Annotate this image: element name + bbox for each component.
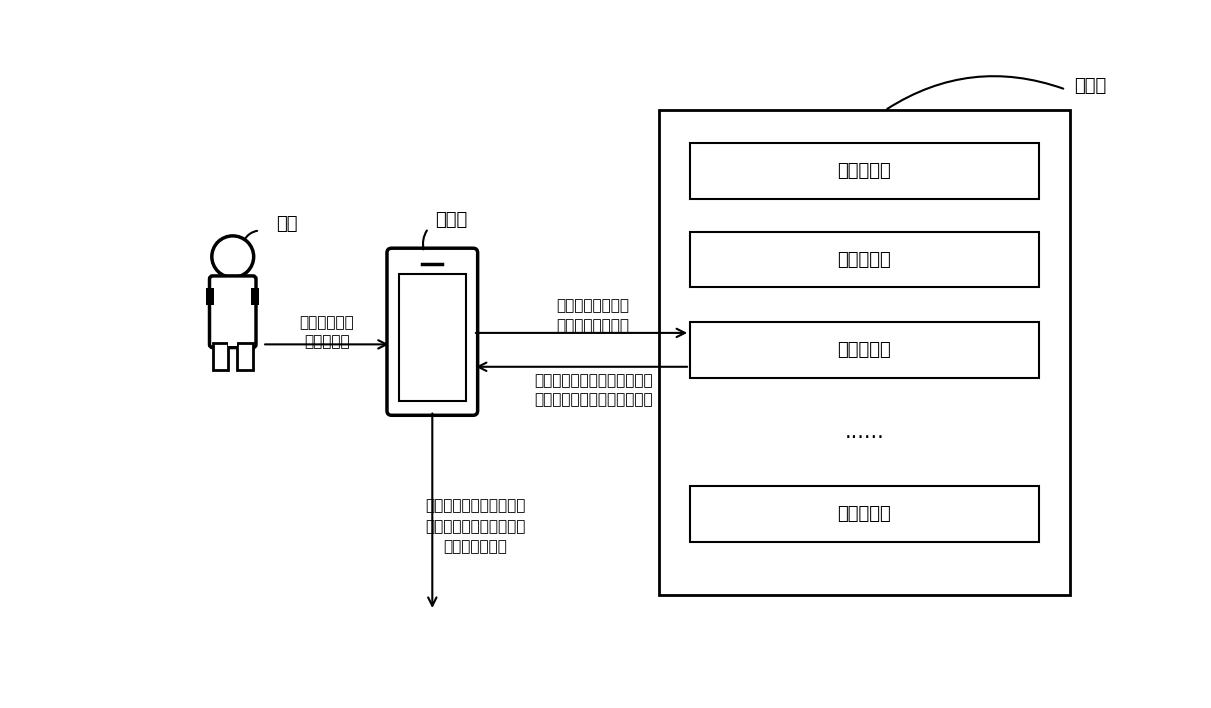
Text: 区块链节点: 区块链节点 [838,341,891,359]
FancyBboxPatch shape [690,486,1039,542]
Bar [398,275,466,401]
Text: 区块链: 区块链 [1074,76,1106,95]
Text: ......: ...... [844,422,884,442]
FancyBboxPatch shape [690,322,1039,377]
Text: 用户: 用户 [276,215,298,234]
FancyBboxPatch shape [388,249,477,416]
FancyBboxPatch shape [690,232,1039,287]
Text: 真实待识别人脸图像和混淡待: 真实待识别人脸图像和混淡待 [534,373,653,388]
FancyBboxPatch shape [690,144,1039,199]
Text: 发起目标交易调用: 发起目标交易调用 [557,299,630,314]
Text: 提取真实待识别人脸图像: 提取真实待识别人脸图像 [425,498,526,513]
Text: 的相关操作: 的相关操作 [304,335,350,350]
FancyBboxPatch shape [210,276,256,348]
Bar [252,288,259,305]
Bar [237,343,253,370]
Text: 客户端: 客户端 [436,212,467,229]
FancyBboxPatch shape [659,110,1069,595]
Text: 识别人脸图像的人脸识别结果: 识别人脸图像的人脸识别结果 [534,392,653,407]
Text: 区块链节点: 区块链节点 [838,251,891,269]
Text: 标人脸识别记过: 标人脸识别记过 [443,539,507,554]
Bar [206,288,214,305]
Text: 区块链节点: 区块链节点 [838,505,891,523]
Text: 的人脸识别结果，确定目: 的人脸识别结果，确定目 [425,519,526,534]
Text: 区块链节点: 区块链节点 [838,162,891,181]
Bar [228,316,237,346]
Bar [213,343,228,370]
Text: 发起人脸识别: 发起人脸识别 [299,315,355,331]
Text: 人脸识别智能合约: 人脸识别智能合约 [557,318,630,333]
